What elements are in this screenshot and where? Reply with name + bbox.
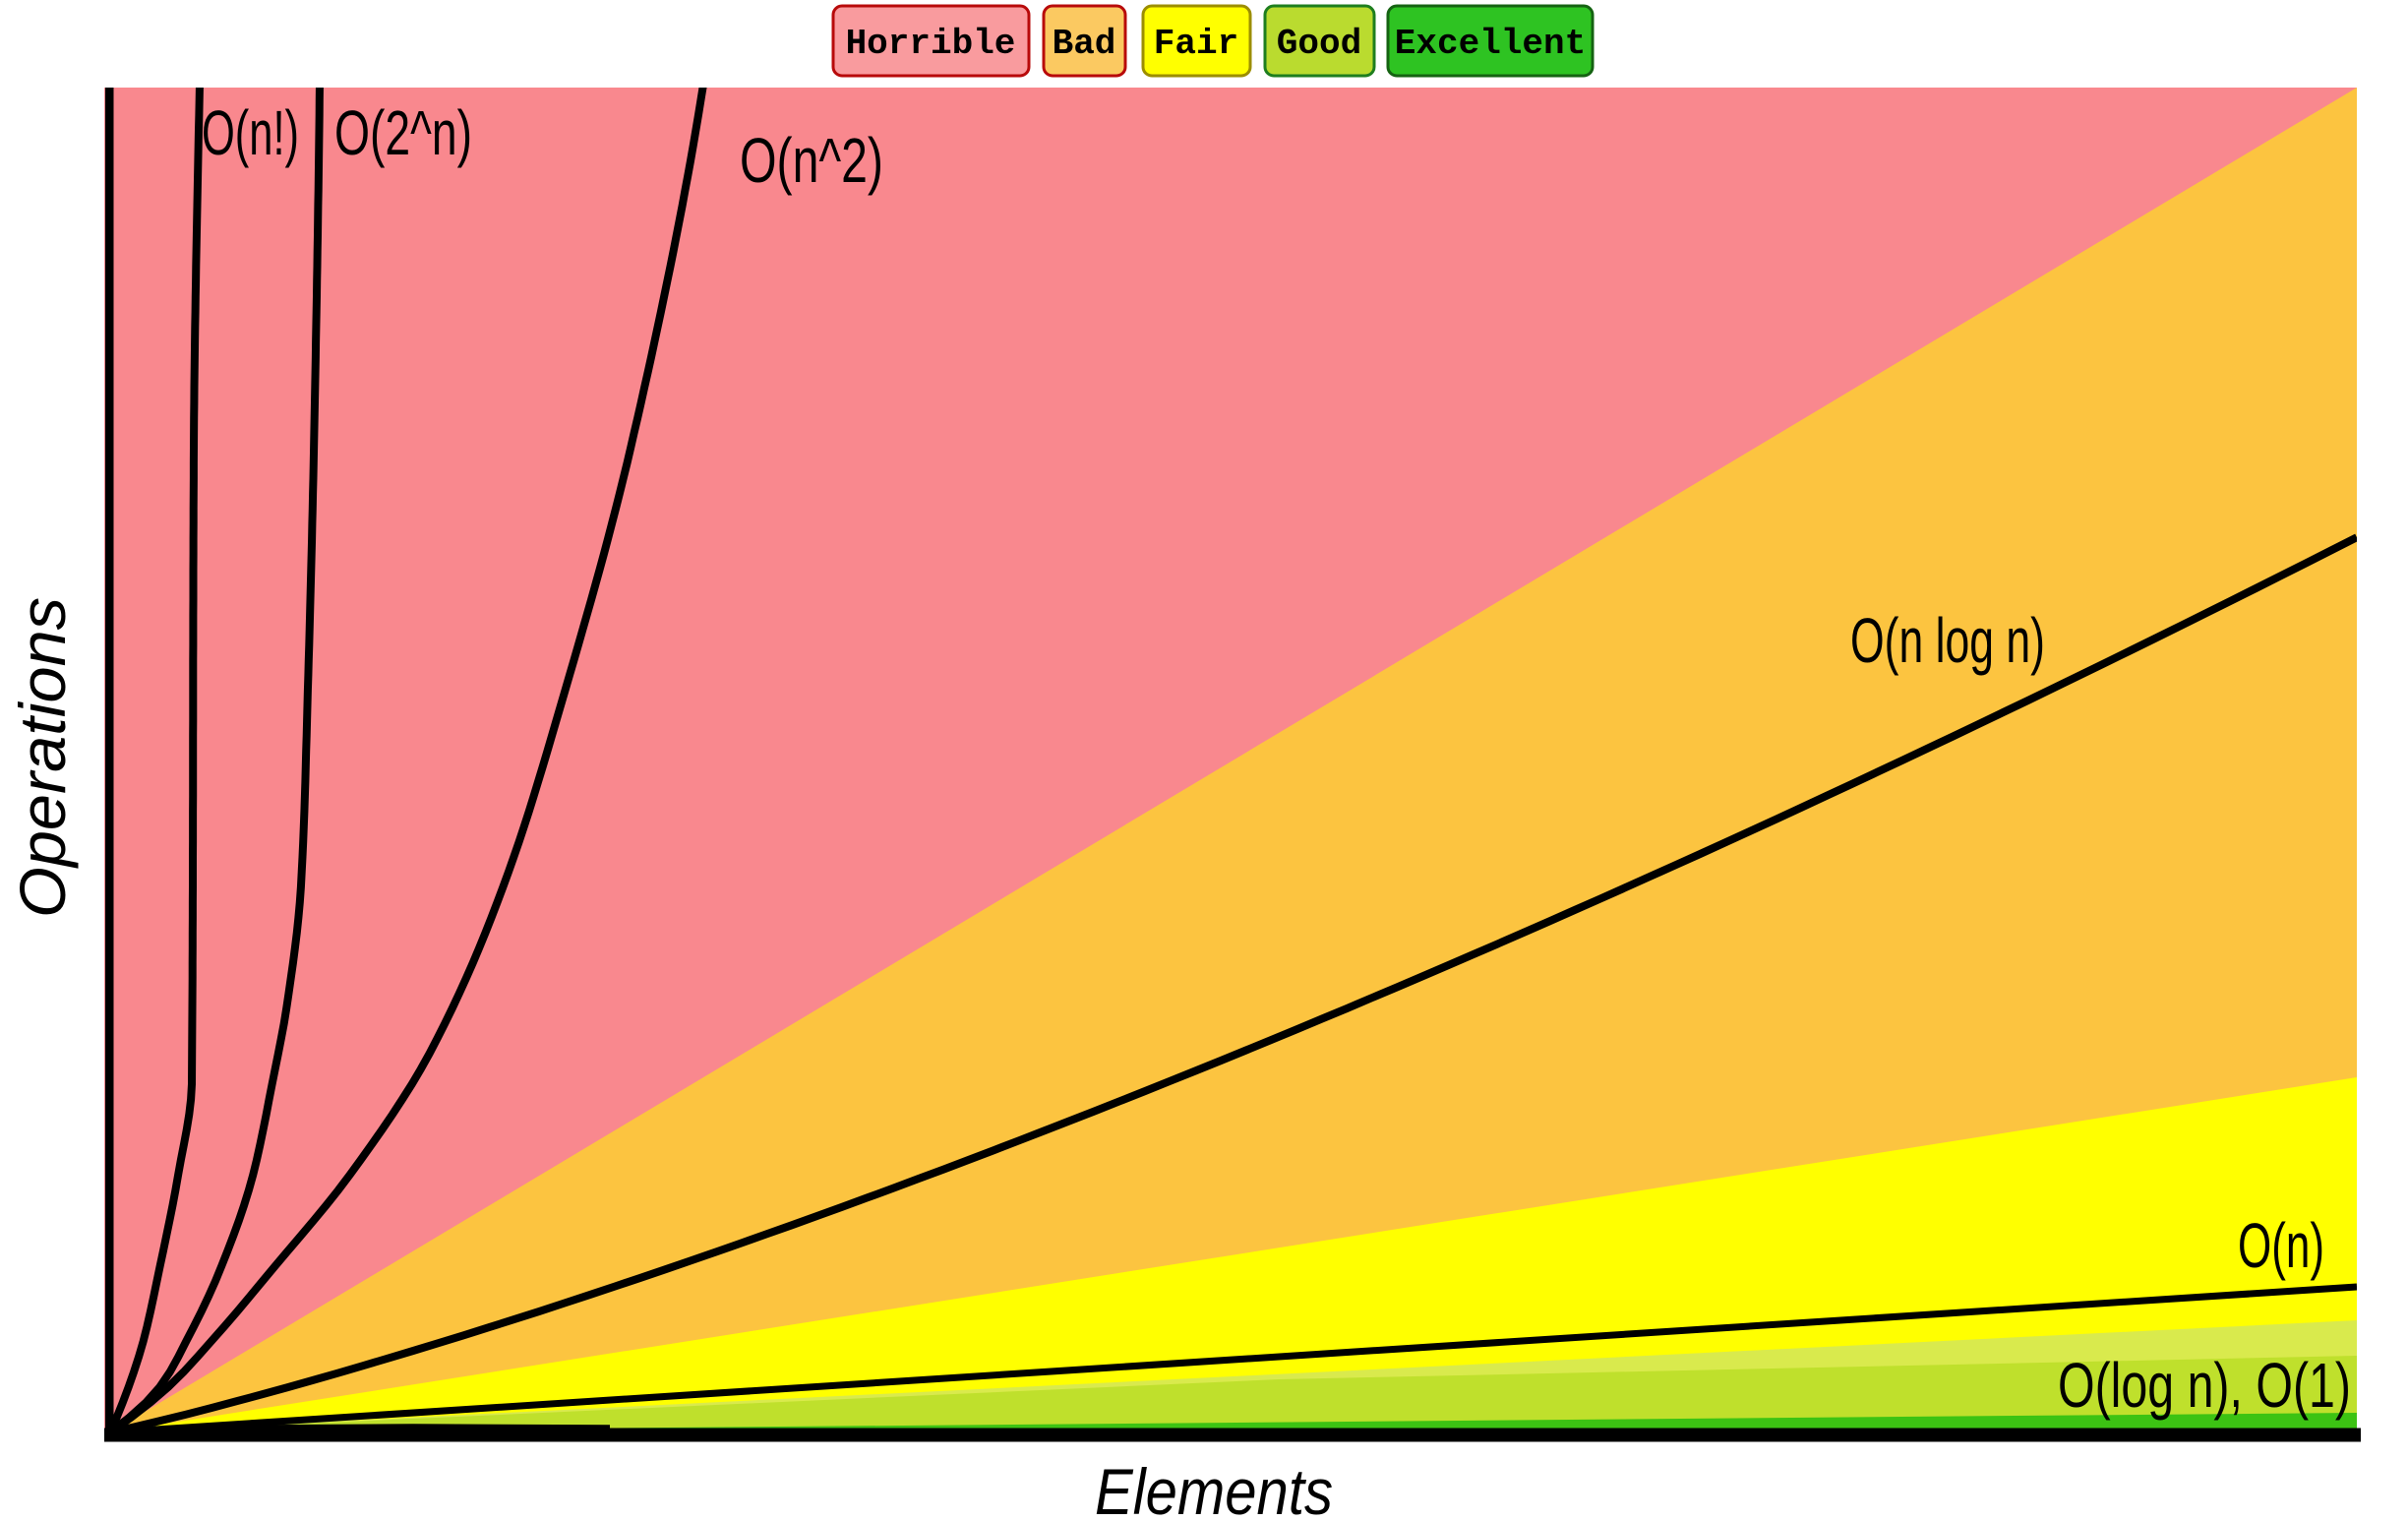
- svg-text:O(n): O(n): [2238, 1210, 2324, 1281]
- svg-text:Operations: Operations: [6, 597, 79, 918]
- svg-text:O(n log n): O(n log n): [1850, 605, 2045, 676]
- svg-text:Horrible: Horrible: [846, 24, 1016, 64]
- svg-text:Bad: Bad: [1053, 24, 1116, 64]
- svg-text:O(n!): O(n!): [202, 97, 299, 168]
- svg-text:O(log n), O(1): O(log n), O(1): [2058, 1350, 2351, 1421]
- svg-text:Excellent: Excellent: [1395, 24, 1586, 64]
- svg-text:O(2^n): O(2^n): [334, 97, 472, 168]
- svg-text:O(n^2): O(n^2): [740, 125, 883, 196]
- svg-text:Good: Good: [1277, 24, 1361, 64]
- svg-text:Elements: Elements: [1095, 1455, 1333, 1521]
- svg-text:Fair: Fair: [1154, 24, 1238, 64]
